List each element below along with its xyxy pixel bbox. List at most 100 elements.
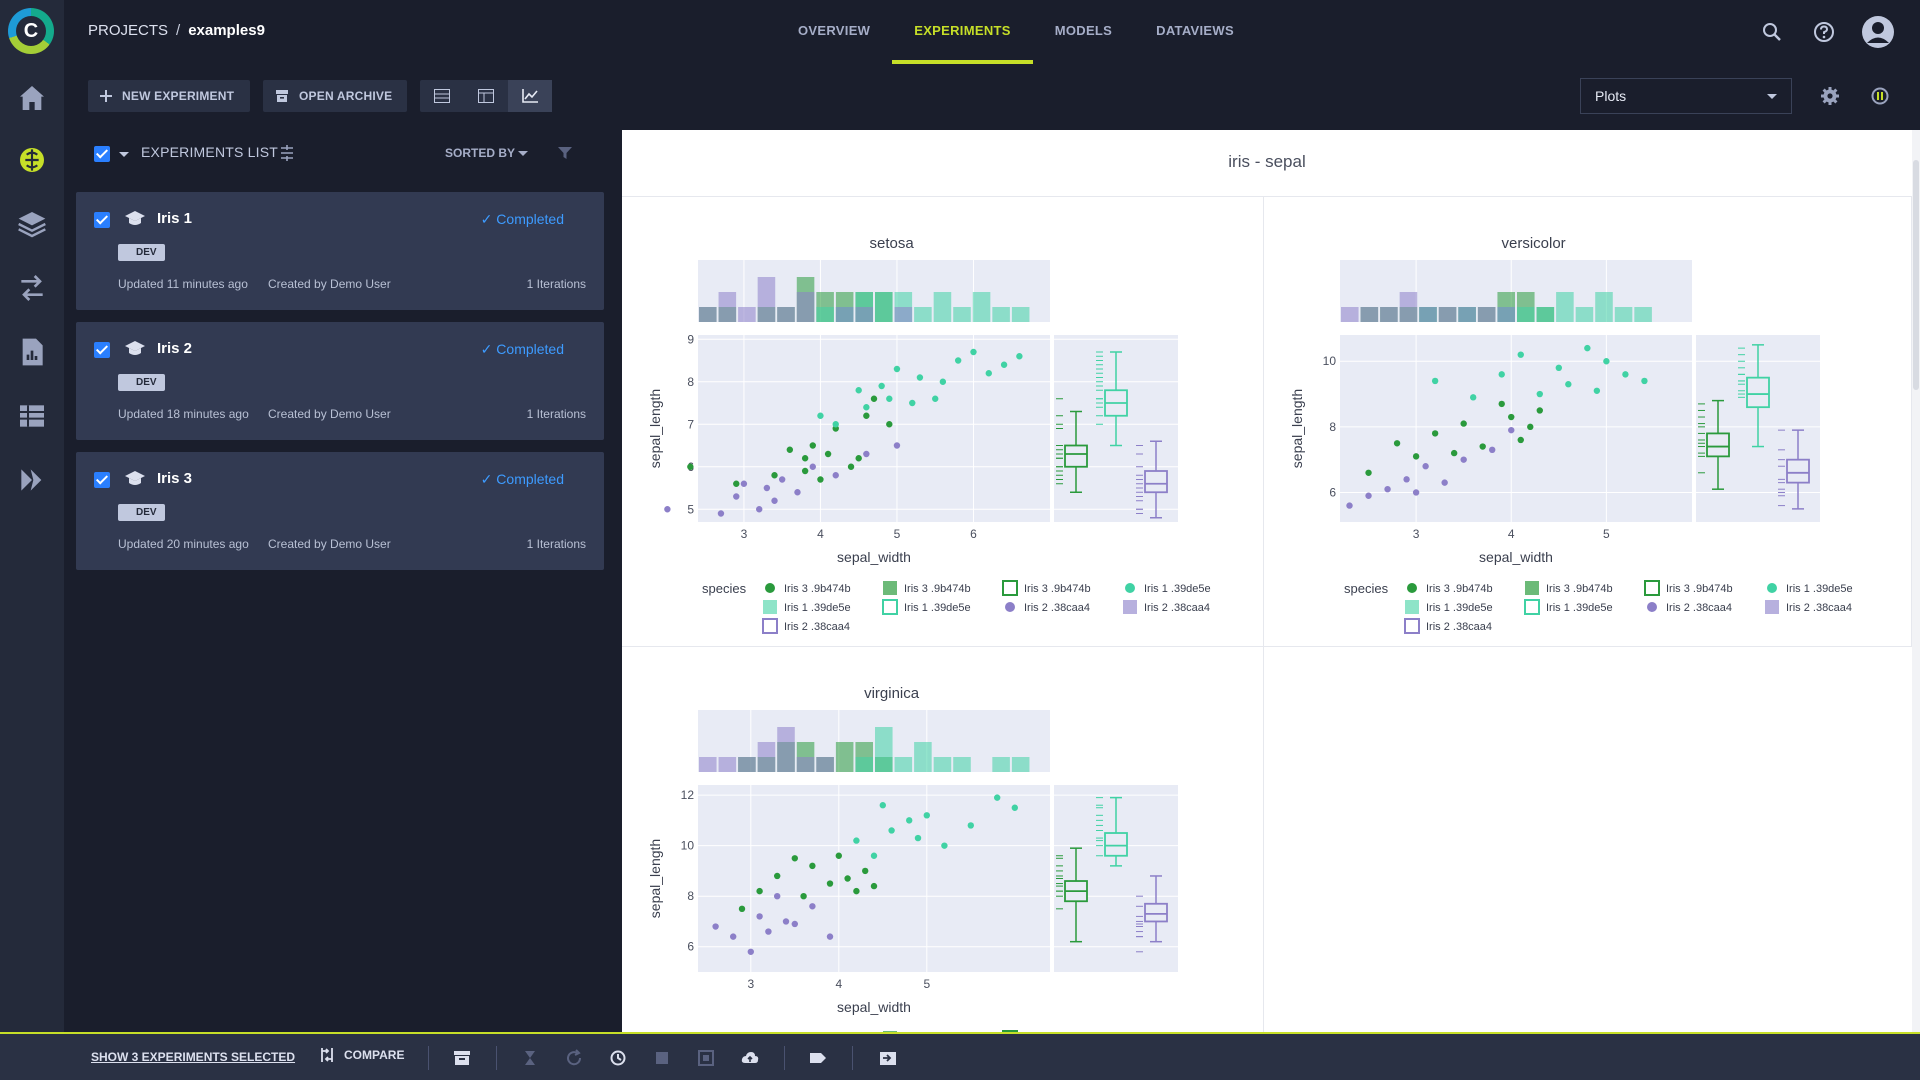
datasets-table-icon[interactable] (16, 400, 48, 432)
scatter-point (832, 472, 839, 479)
deploy-icon[interactable] (16, 464, 48, 496)
scatter-point (1384, 485, 1391, 493)
histogram-bar (816, 757, 834, 772)
y-tick-label: 10 (1323, 354, 1337, 368)
experiment-checkbox[interactable] (94, 342, 110, 358)
histogram-bar (1634, 307, 1652, 322)
new-experiment-button[interactable]: NEW EXPERIMENT (88, 80, 250, 112)
select-menu-caret-icon[interactable] (119, 152, 129, 157)
breadcrumb-current-project[interactable]: examples9 (188, 22, 265, 39)
scatter-chart-setosa[interactable]: setosa345656789sepal_widthsepal_lengthsp… (622, 197, 1264, 647)
experiment-card[interactable]: Iris 1 ✓ Completed DEV Updated 11 minute… (76, 192, 604, 310)
compare-button[interactable]: COMPARE (318, 1046, 404, 1064)
x-tick-label: 3 (741, 527, 748, 541)
retry-icon[interactable] (564, 1048, 584, 1068)
tag-badge[interactable]: DEV (118, 504, 165, 521)
y-tick-label: 10 (681, 839, 695, 853)
y-axis-label: sepal_length (647, 839, 663, 918)
scatter-point (717, 510, 725, 517)
auto-refresh-icon[interactable] (1870, 86, 1890, 106)
show-selected-link[interactable]: SHOW 3 EXPERIMENTS SELECTED (91, 1050, 296, 1064)
legend-entry-label: Iris 3 .9b474b (1666, 583, 1733, 595)
column-settings-icon[interactable] (280, 145, 294, 166)
histogram-background (698, 710, 1050, 772)
legend-marker (1404, 618, 1420, 634)
select-all-checkbox[interactable] (94, 146, 110, 162)
scatter-point (832, 421, 839, 428)
scatter-point (1555, 364, 1563, 372)
open-archive-button[interactable]: OPEN ARCHIVE (263, 80, 407, 112)
scatter-point (771, 497, 778, 504)
reset-icon[interactable] (608, 1048, 628, 1068)
experiment-card[interactable]: Iris 3 ✓ Completed DEV Updated 20 minute… (76, 452, 604, 570)
tab-dataviews[interactable]: DATAVIEWS (1156, 23, 1234, 38)
sorted-by-dropdown[interactable]: SORTED BY (445, 146, 529, 160)
updated-time: Updated 20 minutes ago (118, 537, 249, 551)
experiments-brain-icon[interactable] (16, 144, 48, 176)
table-view-button[interactable] (420, 80, 464, 112)
plots-select[interactable]: Plots (1580, 78, 1792, 114)
experiment-checkbox[interactable] (94, 472, 110, 488)
scatter-point (985, 370, 992, 377)
scatter-point (914, 834, 922, 842)
tag-label: DEV (136, 377, 157, 388)
tab-experiments[interactable]: EXPERIMENTS (892, 0, 1033, 64)
publish-icon[interactable] (696, 1048, 716, 1068)
filter-icon[interactable] (558, 146, 572, 165)
scatter-point (1441, 479, 1448, 486)
home-icon[interactable] (16, 82, 48, 114)
tag-badge[interactable]: DEV (118, 374, 165, 391)
scatter-point (1498, 400, 1505, 408)
tag-badge[interactable]: DEV (118, 244, 165, 261)
tag-icon[interactable] (808, 1048, 828, 1068)
y-tick-label: 9 (687, 332, 694, 346)
histogram-bar (1556, 292, 1574, 322)
experiment-name[interactable]: Iris 1 (157, 210, 193, 227)
reports-icon[interactable] (16, 336, 48, 368)
box-body (1746, 376, 1770, 409)
models-layers-icon[interactable] (16, 208, 48, 240)
breadcrumb-projects[interactable]: PROJECTS (88, 22, 169, 39)
training-experiment-icon (124, 209, 146, 234)
scatter-point (1412, 453, 1420, 460)
scatter-point (824, 450, 832, 458)
plots-scrollbar[interactable] (1912, 130, 1920, 1032)
scatter-chart-virginica[interactable]: virginica 3 4 5 6 8 10 12 sepal_width sepal_lengt… (622, 647, 1264, 1032)
details-view-button[interactable] (464, 80, 508, 112)
experiment-checkbox[interactable] (94, 212, 110, 228)
enqueue-icon[interactable] (520, 1048, 540, 1068)
search-icon[interactable] (1758, 18, 1786, 46)
histogram-bar (757, 277, 776, 322)
x-tick-label: 4 (817, 527, 824, 541)
move-to-project-icon[interactable] (878, 1048, 898, 1068)
help-icon[interactable] (1810, 18, 1838, 46)
abort-icon[interactable] (652, 1048, 672, 1068)
scatter-point (853, 837, 860, 844)
plots-view-button[interactable] (508, 80, 552, 112)
tab-models[interactable]: MODELS (1054, 23, 1113, 38)
legend-marker (1002, 580, 1018, 596)
created-by: Created by Demo User (268, 407, 391, 421)
sorted-by-caret-icon (518, 151, 529, 157)
upload-cloud-icon[interactable] (740, 1048, 760, 1068)
pipelines-icon[interactable] (16, 272, 48, 304)
plot-cell-virginica: virginica 3 4 5 6 8 10 12 sepal_width sepal_lengt… (622, 647, 1264, 1032)
app-logo[interactable]: C (8, 8, 54, 54)
legend-entry-label: Iris 1 .39de5e (1426, 602, 1493, 614)
experiment-name[interactable]: Iris 2 (157, 340, 193, 357)
histogram-background (698, 260, 1050, 322)
experiment-name[interactable]: Iris 3 (157, 470, 193, 487)
archive-action-icon[interactable] (452, 1048, 472, 1068)
scatter-point (1508, 426, 1515, 434)
user-avatar-icon[interactable] (1860, 14, 1896, 50)
settings-gear-icon[interactable] (1820, 86, 1840, 106)
scatter-background (698, 785, 1050, 972)
scatter-chart-versicolor[interactable]: versicolor 3 4 5 6 8 10 sepal_width sepal_length… (1264, 197, 1912, 647)
scrollbar-thumb[interactable] (1913, 160, 1919, 390)
y-tick-label: 8 (1329, 420, 1336, 434)
tab-overview[interactable]: OVERVIEW (798, 23, 871, 38)
experiment-card[interactable]: Iris 2 ✓ Completed DEV Updated 18 minute… (76, 322, 604, 440)
training-experiment-icon (124, 469, 146, 494)
scatter-point (756, 506, 763, 513)
scatter-point (893, 365, 901, 373)
